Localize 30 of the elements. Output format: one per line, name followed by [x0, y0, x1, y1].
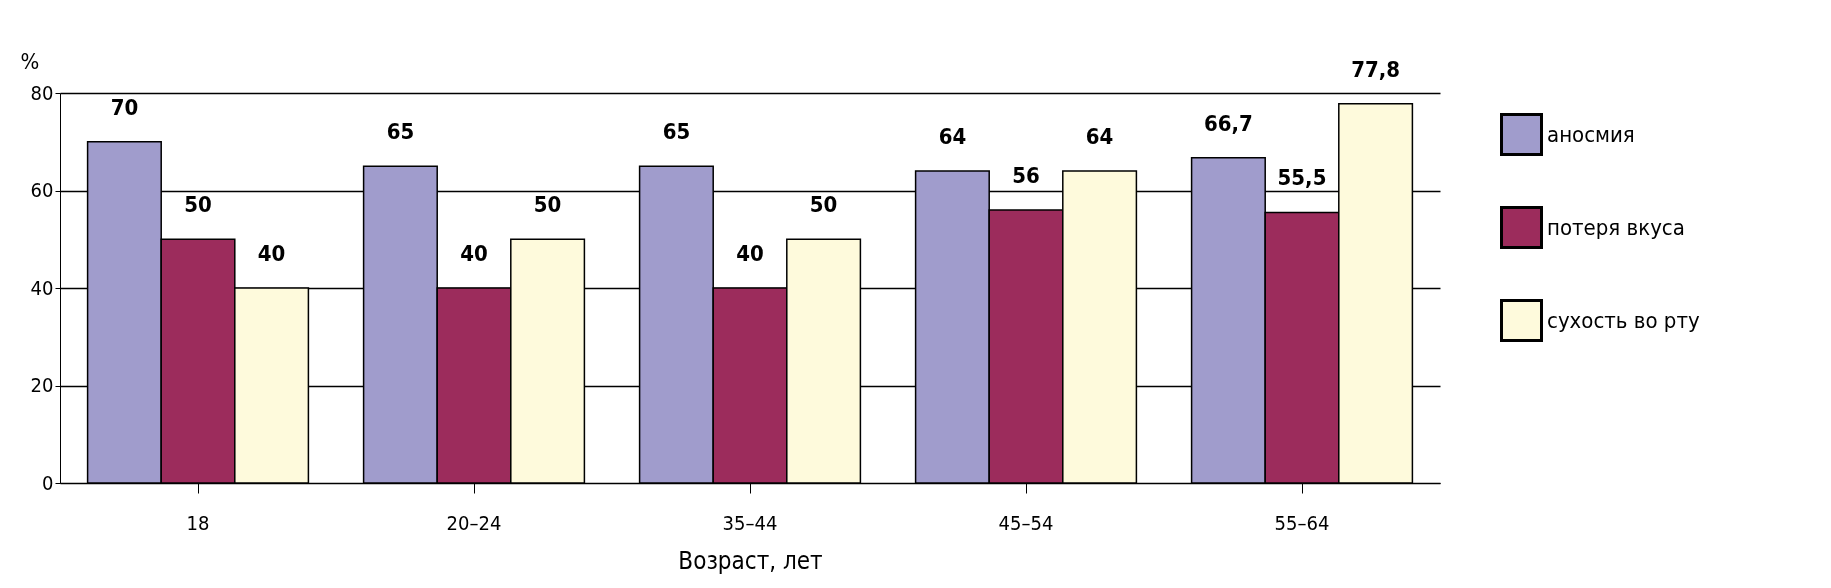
data-label: 50	[533, 192, 562, 218]
y-tick-label: 80	[30, 80, 54, 105]
y-tick-label: 0	[42, 470, 54, 495]
data-label: 55,5	[1277, 165, 1327, 191]
x-tick-label: 45–54	[998, 510, 1054, 535]
data-label: 64	[1085, 124, 1114, 149]
data-label: 40	[460, 241, 488, 266]
data-label: 65	[662, 119, 691, 145]
data-label: 50	[809, 192, 838, 218]
x-tick-label: 55–64	[1274, 510, 1330, 535]
data-label: 66,7	[1203, 110, 1253, 136]
x-axis-title: Возраст, лет	[678, 546, 823, 575]
data-label: 40	[257, 241, 286, 266]
x-tick-label: 35–44	[722, 510, 778, 535]
data-label: 56	[1012, 163, 1040, 188]
y-tick-label: 20	[30, 373, 54, 397]
data-label: 40	[736, 241, 764, 266]
data-label: 65	[386, 119, 415, 145]
data-label: 77,8	[1351, 56, 1401, 82]
x-tick-label: 20–24	[446, 510, 502, 535]
y-axis-title: %	[20, 48, 40, 74]
y-tick-label: 40	[30, 275, 54, 300]
legend-label: аносмия	[1547, 121, 1635, 147]
y-tick-label: 60	[30, 178, 54, 202]
legend-label: потеря вкуса	[1547, 214, 1685, 240]
data-label: 70	[110, 94, 139, 120]
data-label: 64	[938, 124, 967, 149]
x-tick-label: 18	[186, 510, 210, 535]
legend-label: сухость во рту	[1547, 307, 1700, 333]
data-label: 50	[184, 192, 212, 218]
